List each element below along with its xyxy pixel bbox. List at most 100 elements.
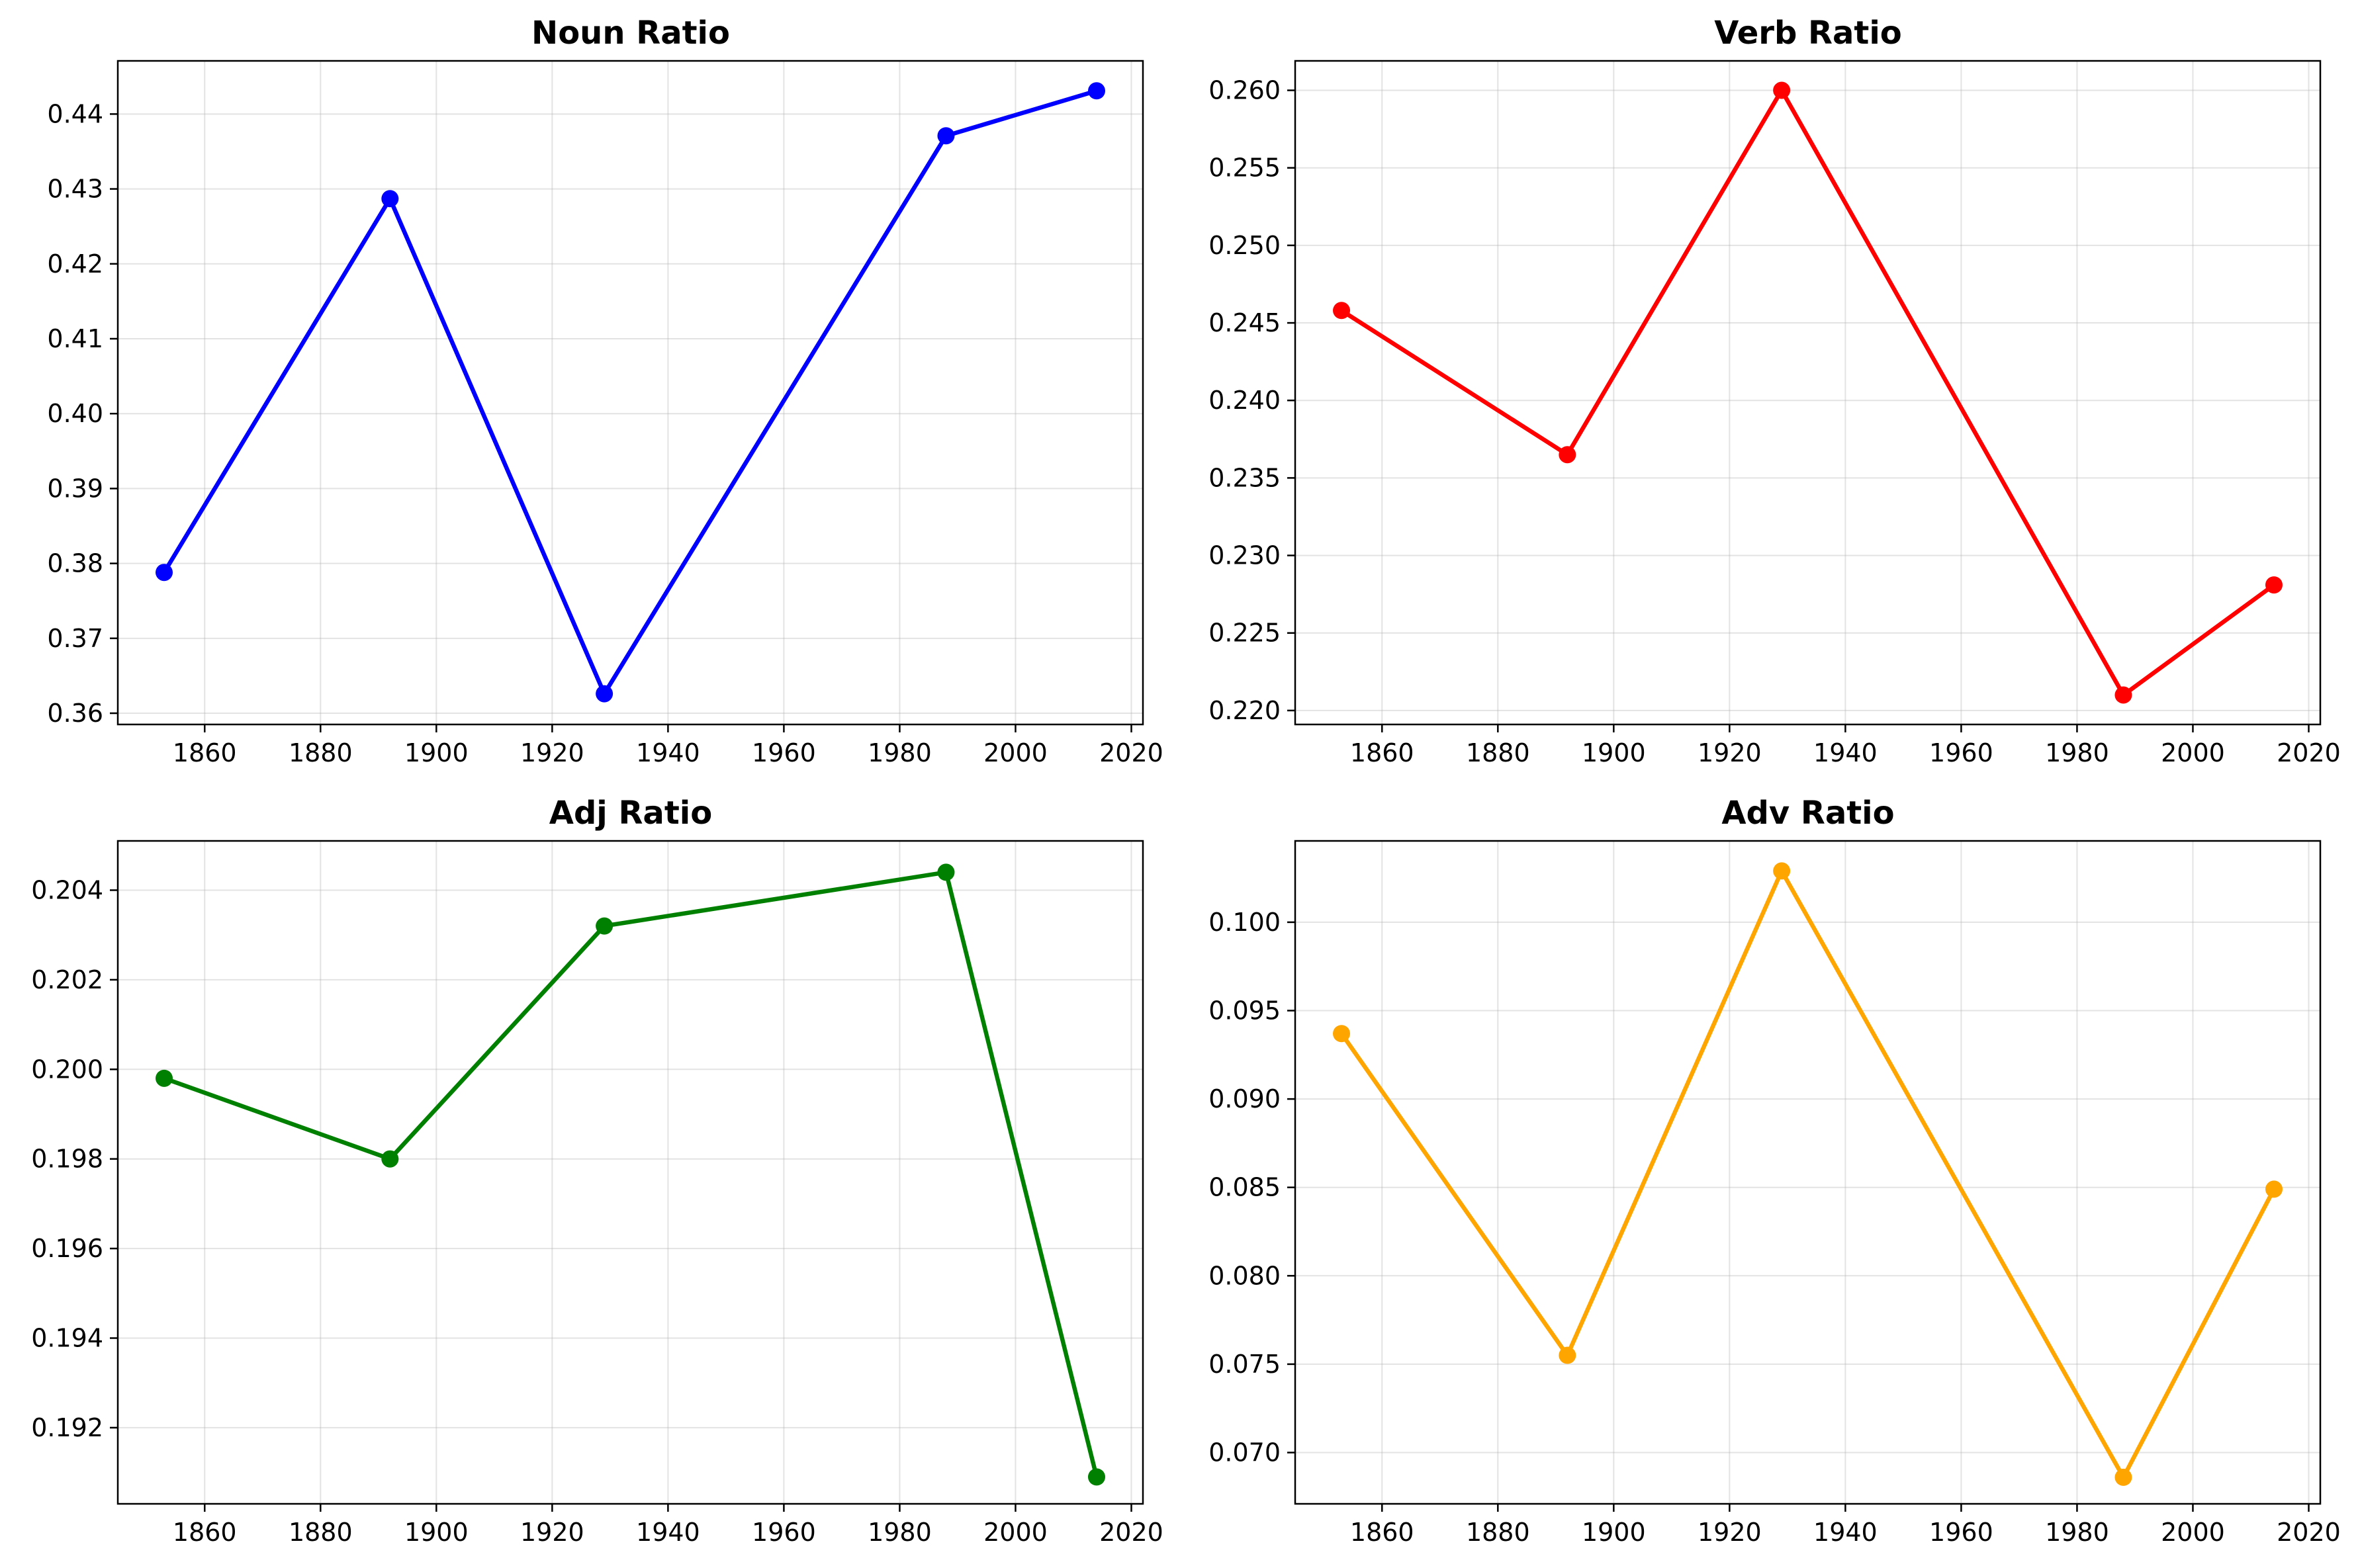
verb-ratio-x-tick-label: 1880 [1466, 738, 1530, 767]
verb-ratio-x-tick-label: 1860 [1350, 738, 1414, 767]
adv-ratio-x-tick-label: 1860 [1350, 1518, 1414, 1547]
adv-ratio-data-point [2265, 1180, 2283, 1198]
adj-ratio-series-line [161, 870, 1099, 1479]
noun-ratio-x-tick-label: 2020 [1099, 738, 1163, 767]
adj-ratio-x-tick-label: 2000 [983, 1518, 1048, 1547]
noun-ratio-y-tick-label: 0.42 [47, 249, 103, 279]
verb-ratio-data-point [1773, 81, 1791, 99]
adv-ratio-data-point [2114, 1468, 2132, 1486]
noun-ratio-series-line [161, 89, 1099, 696]
verb-ratio-x-tick-label: 2000 [2161, 738, 2225, 767]
adv-ratio-y-tick-label: 0.100 [1208, 908, 1281, 937]
adv-ratio-axes-frame [1294, 840, 2322, 1505]
adj-ratio-subplot: Adj Ratio 1860 1880 1900 1920 1940 1960 1980 20… [31, 795, 1163, 1547]
verb-ratio-y-tick-label: 0.235 [1208, 463, 1281, 492]
adj-ratio-y-tick-label: 0.198 [31, 1145, 103, 1174]
noun-ratio-data-point [596, 685, 613, 703]
adj-ratio-y-tick-label: 0.204 [31, 875, 103, 904]
adv-ratio-x-tick-label: 1980 [2045, 1518, 2109, 1547]
noun-ratio-x-tick-label: 1940 [636, 738, 700, 767]
verb-ratio-y-tick-label: 0.240 [1208, 386, 1281, 415]
verb-ratio-data-point [2114, 686, 2132, 704]
verb-ratio-y-tick-label: 0.225 [1208, 619, 1281, 648]
adj-ratio-y-tick-label: 0.192 [31, 1413, 103, 1442]
adj-ratio-x-tick-label: 1960 [752, 1518, 816, 1547]
noun-ratio-y-tick-label: 0.36 [47, 699, 103, 728]
verb-ratio-data-point [1559, 446, 1576, 464]
verb-ratio-series-line [1339, 88, 2277, 697]
verb-ratio-y-tick-label: 0.250 [1208, 231, 1281, 260]
noun-ratio-data-point [937, 127, 955, 145]
verb-ratio-title: Verb Ratio [1714, 15, 1902, 52]
verb-ratio-y-tick-label: 0.260 [1208, 76, 1281, 105]
adv-ratio-x-tick-label: 2020 [2277, 1518, 2341, 1547]
noun-ratio-axes-frame [116, 60, 1144, 726]
adv-ratio-data-point [1559, 1346, 1576, 1364]
noun-ratio-y-tick-label: 0.44 [47, 99, 103, 128]
adj-ratio-data-point [596, 917, 613, 935]
adj-ratio-y-tick-label: 0.194 [31, 1324, 103, 1353]
adj-ratio-y-tick-label: 0.200 [31, 1055, 103, 1084]
adj-ratio-y-tick-label: 0.196 [31, 1234, 103, 1263]
verb-ratio-data-point [1333, 302, 1351, 320]
adj-ratio-title: Adj Ratio [549, 795, 712, 832]
noun-ratio-data-point [156, 564, 173, 582]
adj-ratio-x-tick-label: 1980 [868, 1518, 932, 1547]
verb-ratio-y-tick-label: 0.245 [1208, 308, 1281, 337]
noun-ratio-title: Noun Ratio [531, 15, 730, 52]
noun-ratio-y-tick-label: 0.41 [47, 324, 103, 353]
adj-ratio-data-point [937, 863, 955, 881]
noun-ratio-y-tick-label: 0.39 [47, 474, 103, 503]
adv-ratio-series-line [1339, 869, 2277, 1480]
noun-ratio-y-tick-label: 0.37 [47, 624, 103, 653]
adv-ratio-data-point [1333, 1025, 1351, 1043]
noun-ratio-y-tick-label: 0.40 [47, 399, 103, 428]
adj-ratio-x-tick-label: 1880 [289, 1518, 353, 1547]
noun-ratio-x-tick-label: 1960 [752, 738, 816, 767]
verb-ratio-y-tick-label: 0.255 [1208, 153, 1281, 183]
noun-ratio-x-tick-label: 1920 [520, 738, 584, 767]
verb-ratio-axes-frame [1294, 60, 2322, 726]
adv-ratio-y-tick-label: 0.085 [1208, 1173, 1281, 1202]
noun-ratio-x-tick-label: 2000 [983, 738, 1048, 767]
adv-ratio-x-tick-label: 1900 [1582, 1518, 1646, 1547]
adv-ratio-subplot: Adv Ratio 1860 1880 1900 1920 1940 1960 1980 20… [1208, 795, 2341, 1547]
noun-ratio-data-point [1087, 82, 1105, 100]
adv-ratio-title: Adv Ratio [1721, 795, 1894, 832]
adv-ratio-data-point [1773, 862, 1791, 880]
noun-ratio-x-tick-label: 1980 [868, 738, 932, 767]
adj-ratio-y-tick-label: 0.202 [31, 965, 103, 994]
noun-ratio-y-tick-label: 0.38 [47, 549, 103, 578]
verb-ratio-y-tick-label: 0.220 [1208, 696, 1281, 725]
adj-ratio-x-tick-label: 2020 [1099, 1518, 1163, 1547]
adv-ratio-x-tick-label: 1920 [1698, 1518, 1762, 1547]
adj-ratio-x-tick-label: 1860 [173, 1518, 237, 1547]
adj-ratio-data-point [156, 1069, 173, 1087]
noun-ratio-x-tick-label: 1880 [289, 738, 353, 767]
verb-ratio-subplot: Verb Ratio 1860 1880 1900 1920 1940 1960 1980 2… [1208, 15, 2341, 767]
adj-ratio-x-tick-label: 1920 [520, 1518, 584, 1547]
adj-ratio-data-point [381, 1150, 399, 1168]
adv-ratio-y-tick-label: 0.075 [1208, 1350, 1281, 1379]
noun-ratio-x-tick-label: 1860 [173, 738, 237, 767]
verb-ratio-y-tick-label: 0.230 [1208, 541, 1281, 570]
noun-ratio-data-point [381, 190, 399, 208]
adj-ratio-data-point [1087, 1468, 1105, 1486]
adj-ratio-x-tick-label: 1940 [636, 1518, 700, 1547]
adv-ratio-y-tick-label: 0.095 [1208, 996, 1281, 1025]
adv-ratio-y-tick-label: 0.090 [1208, 1084, 1281, 1113]
adv-ratio-x-tick-label: 1940 [1813, 1518, 1878, 1547]
adv-ratio-x-tick-label: 2000 [2161, 1518, 2225, 1547]
adv-ratio-x-tick-label: 1880 [1466, 1518, 1530, 1547]
adj-ratio-x-tick-label: 1900 [404, 1518, 469, 1547]
verb-ratio-x-tick-label: 1900 [1582, 738, 1646, 767]
verb-ratio-data-point [2265, 576, 2283, 594]
noun-ratio-y-tick-label: 0.43 [47, 175, 103, 204]
verb-ratio-x-tick-label: 2020 [2277, 738, 2341, 767]
verb-ratio-x-tick-label: 1960 [1929, 738, 1993, 767]
adv-ratio-y-tick-label: 0.080 [1208, 1261, 1281, 1290]
verb-ratio-x-tick-label: 1980 [2045, 738, 2109, 767]
adv-ratio-y-tick-label: 0.070 [1208, 1438, 1281, 1467]
adv-ratio-x-tick-label: 1960 [1929, 1518, 1993, 1547]
